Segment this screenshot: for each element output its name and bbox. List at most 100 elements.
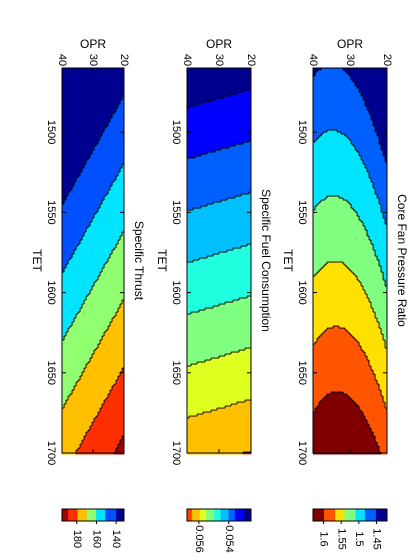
contour-cell: [323, 332, 326, 335]
contour-cell: [313, 286, 316, 289]
contour-cell: [315, 180, 318, 183]
contour-cell: [333, 240, 336, 243]
contour-cell: [353, 166, 356, 169]
contour-cell: [313, 306, 316, 309]
contour-cell: [331, 128, 334, 131]
contour-cell: [347, 314, 350, 317]
contour-cell: [349, 100, 352, 103]
contour-cell: [359, 244, 362, 247]
contour-cell: [329, 172, 332, 175]
contour-cell: [361, 86, 364, 89]
contour-cell: [385, 90, 388, 93]
contour-cell: [379, 116, 382, 119]
contour-cell: [353, 328, 356, 331]
contour-cell: [381, 330, 384, 333]
contour-cell: [331, 270, 334, 273]
contour-cell: [377, 86, 380, 89]
contour-cell: [315, 240, 318, 243]
contour-cell: [321, 204, 324, 207]
contour-cell: [321, 222, 324, 225]
contour-cell: [359, 114, 362, 117]
contour-cell: [353, 260, 356, 263]
contour-cell: [377, 122, 380, 125]
contour-cell: [359, 264, 362, 267]
contour-cell: [317, 226, 320, 229]
contour-cell: [363, 140, 366, 143]
contour-cell: [355, 128, 358, 131]
contour-cell: [317, 92, 320, 95]
contour-cell: [321, 172, 324, 175]
contour-cell: [321, 326, 324, 329]
contour-cell: [379, 158, 382, 161]
contour-cell: [327, 134, 330, 137]
contour-cell: [331, 248, 334, 251]
contour-cell: [325, 158, 328, 161]
contour-cell: [335, 242, 338, 245]
contour-cell: [331, 332, 334, 335]
contour-cell: [373, 116, 376, 119]
contour-cell: [359, 118, 362, 121]
contour-cell: [385, 316, 388, 319]
contour-cell: [375, 286, 378, 289]
contour-cell: [361, 226, 364, 229]
contour-cell: [345, 84, 348, 87]
contour-cell: [375, 214, 378, 217]
contour-cell: [373, 202, 376, 205]
contour-cell: [315, 166, 318, 169]
contour-cell: [321, 232, 324, 235]
contour-cell: [365, 226, 368, 229]
contour-cell: [367, 68, 370, 71]
contour-cell: [357, 282, 360, 285]
contour-cell: [321, 270, 324, 273]
contour-cell: [369, 312, 372, 315]
contour-cell: [365, 80, 368, 83]
contour-cell: [367, 220, 370, 223]
contour-cell: [365, 264, 368, 267]
contour-cell: [383, 114, 386, 117]
contour-cell: [361, 222, 364, 225]
contour-cell: [319, 164, 322, 167]
contour-cell: [375, 130, 378, 133]
contour-cell: [383, 266, 386, 269]
contour-cell: [313, 110, 316, 113]
contour-cell: [355, 96, 358, 99]
contour-cell: [329, 240, 332, 243]
contour-cell: [325, 230, 328, 233]
contour-cell: [313, 90, 316, 93]
contour-cell: [359, 228, 362, 231]
contour-cell: [327, 270, 330, 273]
contour-cell: [339, 114, 342, 117]
contour-cell: [359, 116, 362, 119]
contour-cell: [323, 206, 326, 209]
contour-cell: [371, 192, 374, 195]
contour-cell: [367, 138, 370, 141]
contour-cell: [345, 276, 348, 279]
contour-cell: [371, 258, 374, 261]
contour-cell: [369, 154, 372, 157]
contour-cell: [365, 234, 368, 237]
contour-cell: [381, 268, 384, 271]
contour-cell: [331, 314, 334, 317]
contour-cell: [349, 212, 352, 215]
contour-cell: [319, 246, 322, 249]
contour-cell: [349, 312, 352, 315]
contour-cell: [331, 230, 334, 233]
contour-cell: [321, 148, 324, 151]
contour-cell: [379, 84, 382, 87]
contour-cell: [327, 70, 330, 73]
contour-cell: [319, 212, 322, 215]
contour-cell: [319, 150, 322, 153]
contour-cell: [341, 68, 344, 71]
contour-cell: [325, 258, 328, 261]
contour-cell: [323, 142, 326, 145]
contour-cell: [315, 160, 318, 163]
contour-cell: [329, 112, 332, 115]
contour-cell: [369, 72, 372, 75]
contour-cell: [373, 226, 376, 229]
contour-cell: [317, 286, 320, 289]
contour-cell: [375, 310, 378, 313]
contour-cell: [325, 236, 328, 239]
contour-cell: [325, 264, 328, 267]
contour-cell: [353, 292, 356, 295]
contour-cell: [337, 150, 340, 153]
